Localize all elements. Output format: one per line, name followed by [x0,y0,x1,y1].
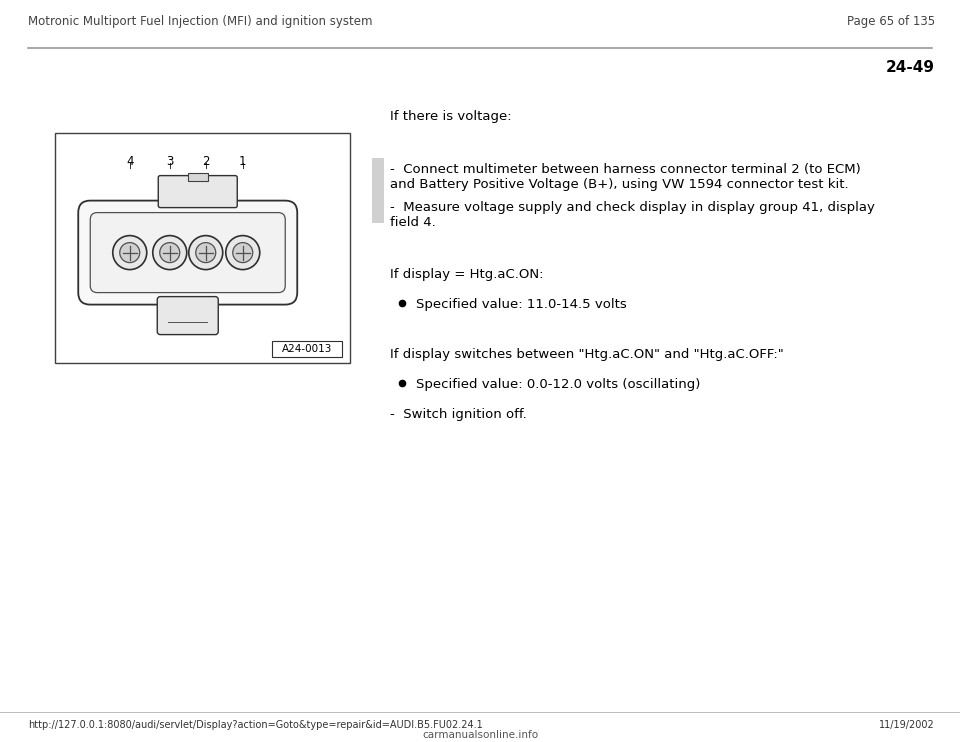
Text: If there is voltage:: If there is voltage: [390,110,512,123]
Circle shape [226,236,260,269]
Text: 4: 4 [126,155,133,168]
Circle shape [232,243,252,263]
Text: http://127.0.0.1:8080/audi/servlet/Display?action=Goto&type=repair&id=AUDI.B5.FU: http://127.0.0.1:8080/audi/servlet/Displ… [28,720,483,730]
Text: field 4.: field 4. [390,216,436,229]
Text: -  Switch ignition off.: - Switch ignition off. [390,408,527,421]
Text: 24-49: 24-49 [886,60,935,75]
Text: and Battery Positive Voltage (B+), using VW 1594 connector test kit.: and Battery Positive Voltage (B+), using… [390,178,849,191]
Text: Page 65 of 135: Page 65 of 135 [847,15,935,28]
Circle shape [120,243,140,263]
Text: Specified value: 0.0-12.0 volts (oscillating): Specified value: 0.0-12.0 volts (oscilla… [416,378,701,391]
Text: 1: 1 [239,155,247,168]
Text: 2: 2 [202,155,209,168]
FancyBboxPatch shape [158,176,237,208]
Text: -  Measure voltage supply and check display in display group 41, display: - Measure voltage supply and check displ… [390,201,875,214]
Circle shape [153,236,187,269]
FancyBboxPatch shape [79,200,298,305]
Bar [272,341,342,357]
Text: If display switches between "Htg.aC.ON" and "Htg.aC.OFF:": If display switches between "Htg.aC.ON" … [390,348,783,361]
Circle shape [196,243,216,263]
Text: A24-0013: A24-0013 [282,344,332,354]
Text: 11/19/2002: 11/19/2002 [879,720,935,730]
Text: Specified value: 11.0-14.5 volts: Specified value: 11.0-14.5 volts [416,298,627,311]
Text: carmanualsonline.info: carmanualsonline.info [422,730,538,740]
Bar [188,173,207,180]
Bar [55,133,350,363]
Bar [372,158,384,223]
Circle shape [112,236,147,269]
Text: Motronic Multiport Fuel Injection (MFI) and ignition system: Motronic Multiport Fuel Injection (MFI) … [28,15,372,28]
Circle shape [159,243,180,263]
Text: 3: 3 [166,155,174,168]
Circle shape [189,236,223,269]
Text: If display = Htg.aC.ON:: If display = Htg.aC.ON: [390,268,543,281]
FancyBboxPatch shape [157,297,218,335]
FancyBboxPatch shape [90,213,285,292]
Text: -  Connect multimeter between harness connector terminal 2 (to ECM): - Connect multimeter between harness con… [390,163,861,176]
